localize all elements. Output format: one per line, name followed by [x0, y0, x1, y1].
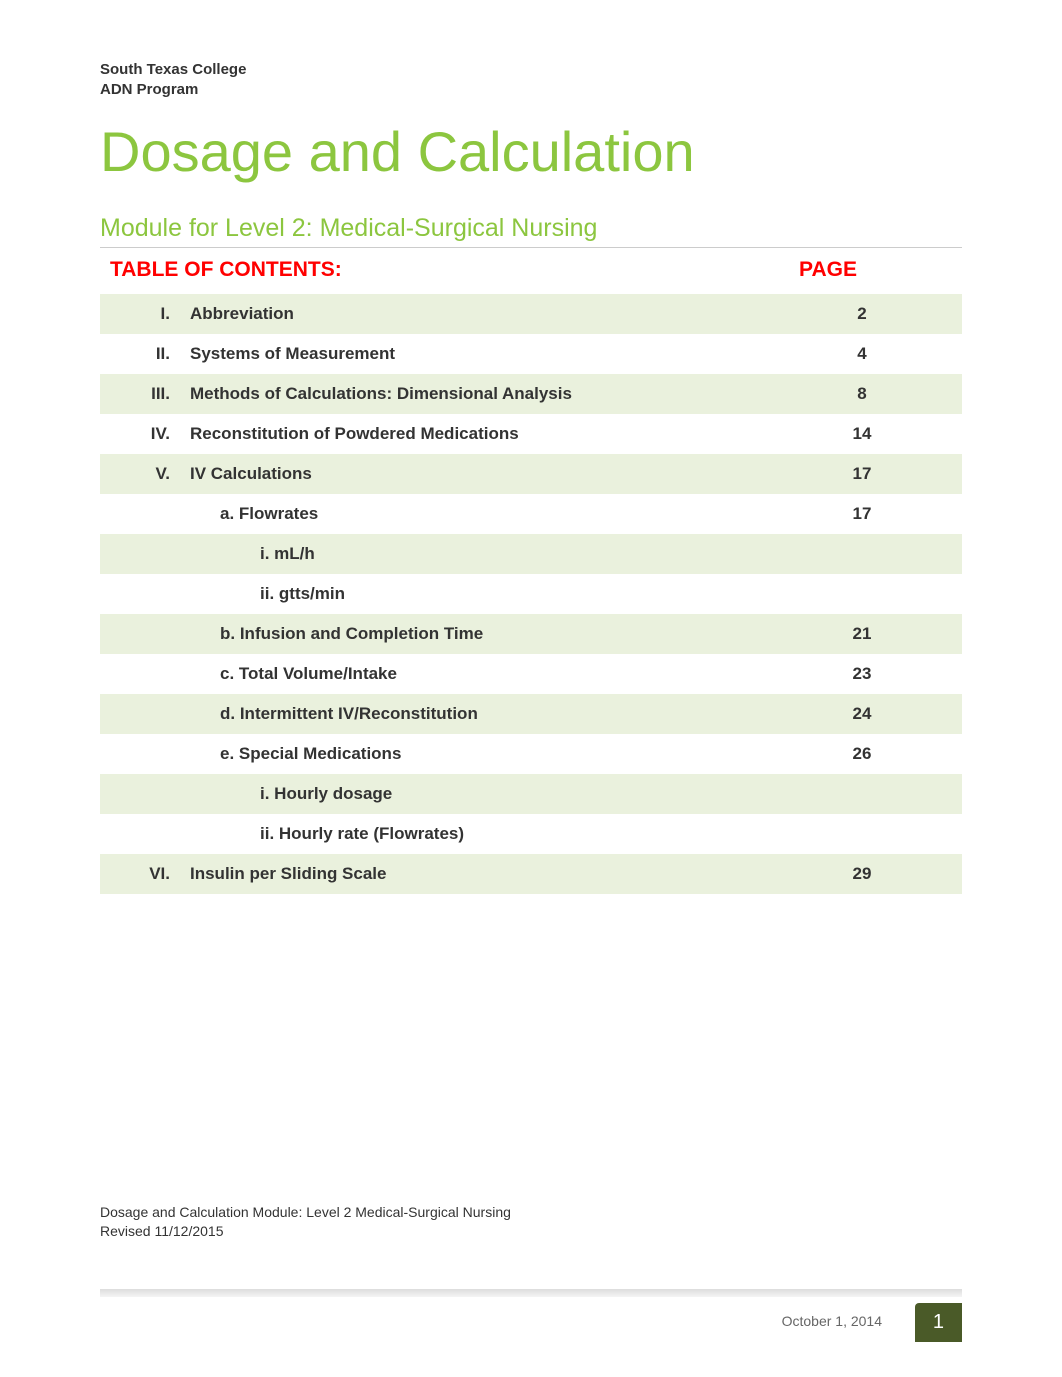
toc-title: Abbreviation: [190, 304, 772, 324]
toc-page: 17: [772, 464, 952, 484]
divider: [100, 247, 962, 248]
toc-roman: VI.: [110, 864, 190, 884]
toc-label: TABLE OF CONTENTS:: [110, 258, 342, 282]
toc-row: VI.Insulin per Sliding Scale29: [100, 854, 962, 894]
toc-page: 26: [772, 744, 952, 764]
toc-title: d. Intermittent IV/Reconstitution: [190, 704, 772, 724]
toc-container: I.Abbreviation2II.Systems of Measurement…: [100, 294, 962, 894]
page-title: Dosage and Calculation: [100, 119, 962, 184]
toc-title: IV Calculations: [190, 464, 772, 484]
footer-divider: [100, 1289, 962, 1297]
toc-row: ii. gtts/min: [100, 574, 962, 614]
toc-row: a. Flowrates17: [100, 494, 962, 534]
toc-header: TABLE OF CONTENTS: PAGE: [100, 258, 962, 282]
toc-row: IV.Reconstitution of Powdered Medication…: [100, 414, 962, 454]
toc-title: ii. gtts/min: [190, 584, 772, 604]
toc-row: b. Infusion and Completion Time21: [100, 614, 962, 654]
toc-roman: IV.: [110, 424, 190, 444]
toc-page: 8: [772, 384, 952, 404]
footer-date: October 1, 2014: [782, 1313, 882, 1329]
toc-roman: I.: [110, 304, 190, 324]
toc-title: Methods of Calculations: Dimensional Ana…: [190, 384, 772, 404]
footer-module: Dosage and Calculation Module: Level 2 M…: [100, 1203, 511, 1242]
toc-row: ii. Hourly rate (Flowrates): [100, 814, 962, 854]
toc-title: i. Hourly dosage: [190, 784, 772, 804]
toc-page: 4: [772, 344, 952, 364]
toc-page: 2: [772, 304, 952, 324]
toc-title: b. Infusion and Completion Time: [190, 624, 772, 644]
toc-page: 24: [772, 704, 952, 724]
toc-row: V.IV Calculations17: [100, 454, 962, 494]
toc-roman: III.: [110, 384, 190, 404]
page-subtitle: Module for Level 2: Medical-Surgical Nur…: [100, 214, 962, 243]
toc-row: II.Systems of Measurement4: [100, 334, 962, 374]
header-institution: South Texas College: [100, 60, 962, 80]
toc-page: 23: [772, 664, 952, 684]
toc-title: ii. Hourly rate (Flowrates): [190, 824, 772, 844]
header-program: ADN Program: [100, 80, 962, 100]
toc-row: III.Methods of Calculations: Dimensional…: [100, 374, 962, 414]
toc-page: 29: [772, 864, 952, 884]
toc-row: I.Abbreviation2: [100, 294, 962, 334]
footer-module-text: Dosage and Calculation Module: Level 2 M…: [100, 1203, 511, 1223]
toc-roman: V.: [110, 464, 190, 484]
toc-title: Reconstitution of Powdered Medications: [190, 424, 772, 444]
page-number: 1: [915, 1303, 962, 1342]
toc-row: c. Total Volume/Intake23: [100, 654, 962, 694]
toc-roman: II.: [110, 344, 190, 364]
toc-row: i. mL/h: [100, 534, 962, 574]
toc-row: i. Hourly dosage: [100, 774, 962, 814]
toc-page: 14: [772, 424, 952, 444]
toc-row: d. Intermittent IV/Reconstitution24: [100, 694, 962, 734]
footer-revised: Revised 11/12/2015: [100, 1222, 511, 1242]
toc-page: 21: [772, 624, 952, 644]
toc-title: Insulin per Sliding Scale: [190, 864, 772, 884]
toc-title: c. Total Volume/Intake: [190, 664, 772, 684]
toc-page: 17: [772, 504, 952, 524]
toc-title: e. Special Medications: [190, 744, 772, 764]
toc-title: a. Flowrates: [190, 504, 772, 524]
toc-page-label: PAGE: [799, 258, 857, 282]
toc-title: i. mL/h: [190, 544, 772, 564]
toc-row: e. Special Medications26: [100, 734, 962, 774]
toc-title: Systems of Measurement: [190, 344, 772, 364]
